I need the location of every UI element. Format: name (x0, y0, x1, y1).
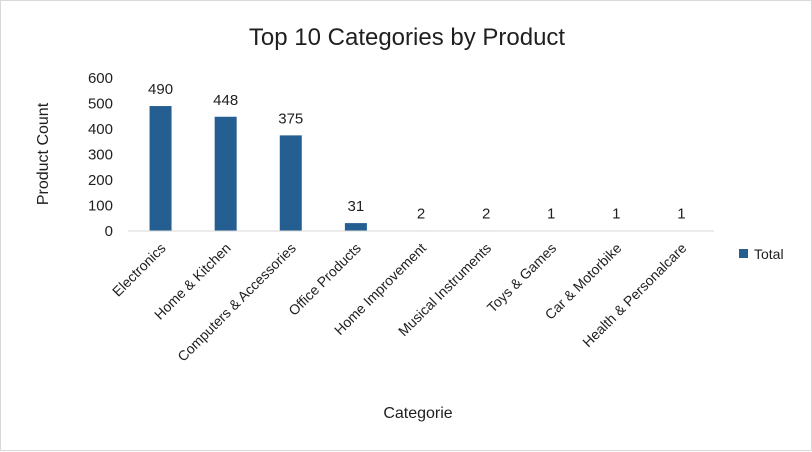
x-tick-label: Electronics (109, 240, 169, 300)
x-tick-label: Computers & Accessories (174, 240, 299, 365)
bar (344, 223, 367, 231)
y-tick-label: 300 (88, 147, 113, 164)
chart-title: Top 10 Categories by Product (249, 24, 566, 51)
data-label: 1 (677, 206, 685, 223)
data-label: 2 (417, 205, 425, 222)
data-label: 490 (148, 81, 173, 98)
y-tick-label: 400 (88, 121, 113, 138)
x-axis-title: Categorie (383, 405, 452, 422)
bar (279, 135, 302, 231)
bar (214, 116, 237, 231)
data-label: 448 (213, 92, 238, 109)
data-label: 1 (612, 206, 620, 223)
data-label: 31 (348, 198, 365, 215)
y-tick-label: 200 (88, 172, 113, 189)
data-label: 1 (547, 206, 555, 223)
y-tick-label: 600 (88, 70, 113, 87)
bar (149, 106, 172, 231)
legend-label-total: Total (754, 246, 784, 262)
data-label: 375 (278, 110, 303, 127)
y-axis-title: Product Count (35, 102, 52, 205)
y-tick-label: 0 (105, 223, 113, 240)
data-label: 2 (482, 205, 490, 222)
y-tick-label: 500 (88, 96, 113, 113)
legend: Total (739, 246, 784, 262)
legend-swatch (739, 249, 748, 258)
y-tick-label: 100 (88, 198, 113, 215)
